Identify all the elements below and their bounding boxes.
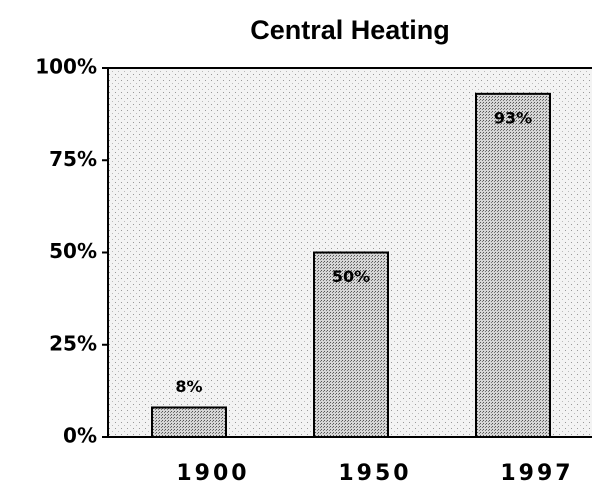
x-tick-label: 1950 xyxy=(338,461,411,486)
value-label: 8% xyxy=(175,377,202,396)
bar xyxy=(151,406,227,439)
value-label: 50% xyxy=(332,267,370,286)
y-tick-label: 0% xyxy=(63,424,97,448)
chart-title: Central Heating xyxy=(250,15,450,45)
x-tick-label: 1997 xyxy=(500,461,573,486)
value-label: 93% xyxy=(494,108,532,127)
y-tick-label: 50% xyxy=(49,239,97,263)
bar xyxy=(313,251,389,438)
bar xyxy=(475,92,551,439)
x-tick-label: 1900 xyxy=(176,461,249,486)
y-tick-label: 75% xyxy=(49,147,97,171)
y-tick-label: 25% xyxy=(49,331,97,355)
y-tick-label: 100% xyxy=(35,55,97,79)
